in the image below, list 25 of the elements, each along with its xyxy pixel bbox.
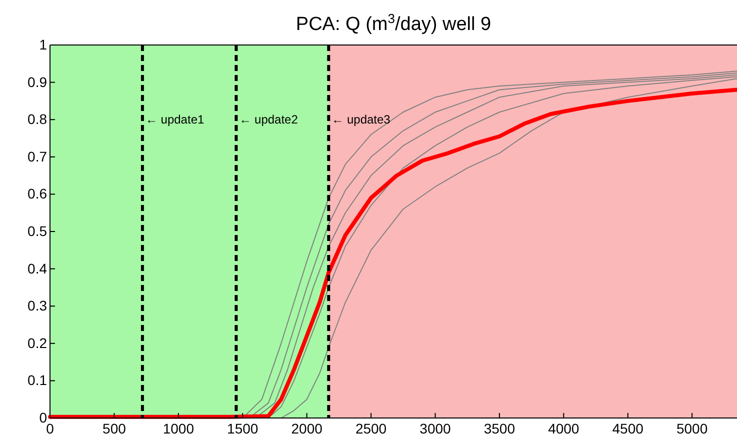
y-tick-label: 0.3 — [28, 298, 48, 314]
y-tick-label: 0.2 — [28, 334, 48, 351]
y-tick-label: 0.4 — [28, 260, 48, 276]
y-tick-label: 1 — [39, 36, 48, 52]
x-tick-label: 500 — [102, 420, 126, 437]
x-tick-label: 4500 — [612, 420, 644, 437]
y-tick-label: 0.7 — [28, 148, 48, 164]
ref-line-label: ← update2 — [239, 112, 298, 127]
y-tick-label: 0 — [39, 409, 48, 426]
x-tick-label: 2500 — [355, 420, 387, 437]
x-tick-label: 3500 — [484, 420, 516, 437]
chart-title: PCA: Q (m$^{3}$/day) well 9 — [296, 10, 492, 35]
y-tick-label: 0.5 — [28, 222, 48, 239]
ref-line-label: ← update3 — [332, 112, 391, 127]
x-tick-label: 1000 — [162, 420, 194, 437]
y-tick-label: 0.9 — [28, 74, 48, 90]
x-tick-label: 4000 — [548, 420, 580, 437]
ref-line-label: ← update1 — [145, 112, 204, 127]
x-tick-label: 2000 — [291, 420, 323, 437]
y-tick-label: 0.6 — [28, 186, 48, 202]
x-tick-label: 1500 — [227, 420, 258, 437]
x-tick-label: 5000 — [676, 420, 708, 437]
y-tick-label: 0.8 — [28, 111, 48, 128]
x-tick-label: 3000 — [420, 420, 452, 437]
y-tick-label: 0.1 — [28, 372, 48, 388]
